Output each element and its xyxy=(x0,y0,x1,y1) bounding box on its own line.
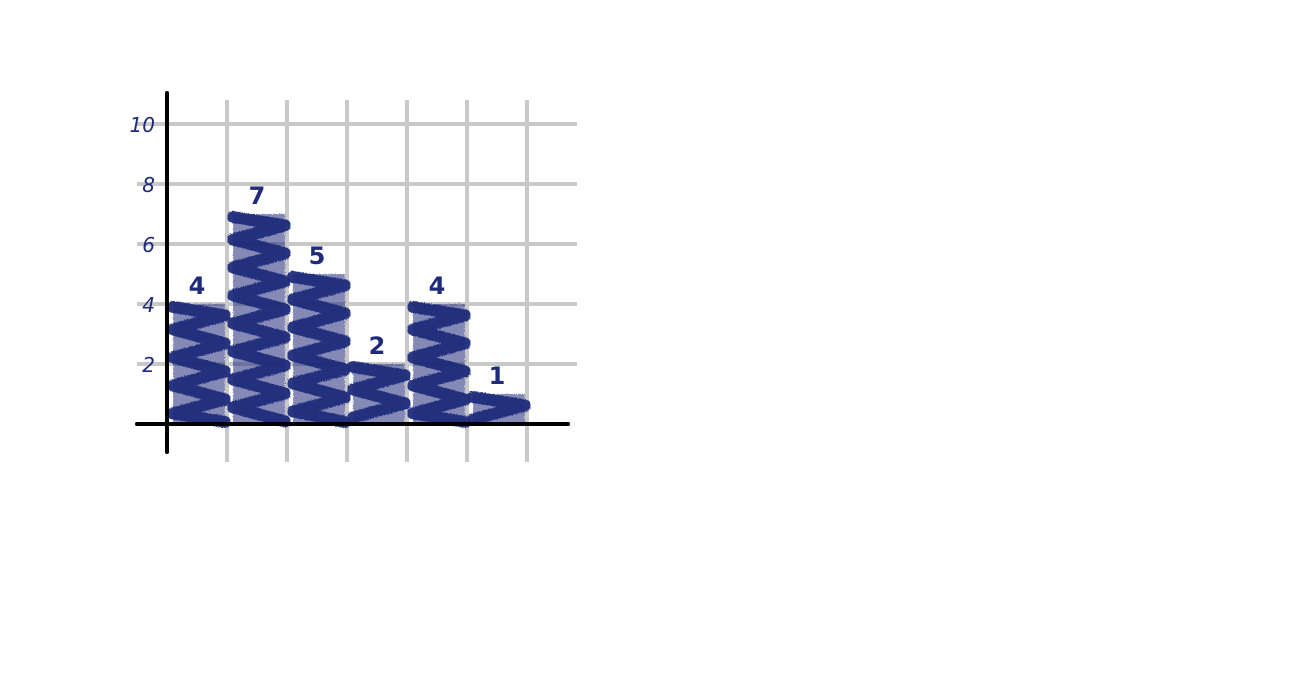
data-label: 4 xyxy=(429,272,446,300)
bar xyxy=(227,211,291,428)
data-labels: 4 7 5 2 4 1 xyxy=(189,182,506,390)
data-label: 7 xyxy=(249,182,266,210)
data-label: 4 xyxy=(189,272,206,300)
bar xyxy=(407,301,471,428)
bars xyxy=(167,211,531,428)
y-tick-labels: 2 4 6 8 10 xyxy=(130,113,155,377)
y-tick-label: 10 xyxy=(130,113,155,137)
bar xyxy=(167,301,231,428)
bar xyxy=(347,361,411,424)
axes xyxy=(135,91,570,454)
y-tick-label: 6 xyxy=(142,233,155,257)
y-tick-label: 8 xyxy=(142,173,155,197)
bar xyxy=(287,271,351,428)
data-label: 2 xyxy=(369,332,386,360)
data-label: 1 xyxy=(489,362,506,390)
y-tick-label: 2 xyxy=(142,353,155,377)
y-tick-label: 4 xyxy=(142,293,155,317)
data-label: 5 xyxy=(309,242,326,270)
bar xyxy=(467,391,531,426)
